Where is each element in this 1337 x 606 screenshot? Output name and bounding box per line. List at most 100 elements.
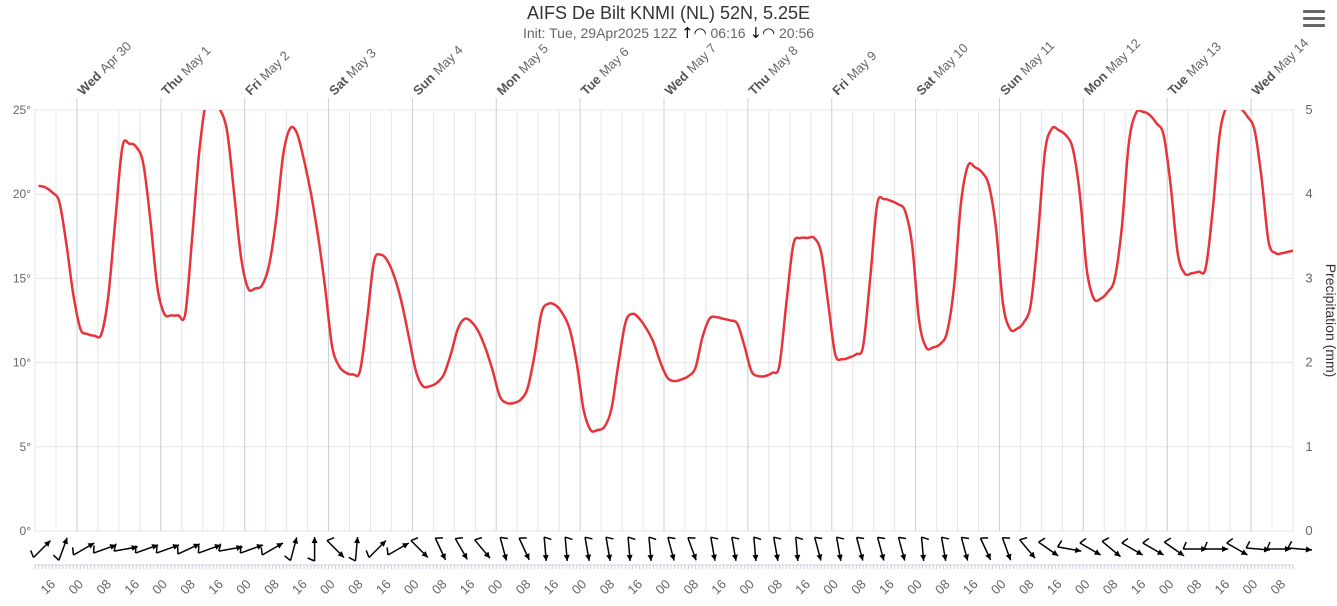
hour-tick-label: 00 [401, 576, 422, 597]
wind-barb [876, 536, 886, 561]
hour-tick-label: 08 [429, 576, 450, 597]
hour-tick-label: 00 [317, 576, 338, 597]
hour-axis: 16 00 08 16 00 08 16 00 08 16 00 08 16 00 08 16 00 08 16 00… [34, 564, 1294, 597]
hour-tick-label: 16 [624, 576, 645, 597]
day-date: May 6 [596, 44, 632, 80]
day-date: May 10 [930, 40, 971, 81]
hour-tick-label: 00 [569, 576, 590, 597]
wind-barb [667, 536, 676, 561]
day-of-week: Wed [1249, 68, 1279, 98]
hour-tick-label: 00 [736, 576, 757, 597]
wind-barb [365, 539, 387, 559]
wind-barb [239, 544, 264, 554]
day-date: May 2 [257, 48, 293, 84]
hour-tick-label: 16 [960, 576, 981, 597]
day-label: ThuMay 1 [158, 43, 213, 98]
day-of-week: Tue [578, 72, 604, 98]
hour-tick-label: 08 [1184, 576, 1205, 597]
hour-tick-label: 08 [1267, 576, 1288, 597]
day-of-week: Mon [1081, 69, 1111, 99]
wind-barb [1019, 536, 1036, 559]
day-of-week: Sun [997, 70, 1025, 98]
sunset-time: 20:56 [779, 25, 815, 41]
hour-tick-label: 00 [652, 576, 673, 597]
wind-barb [1266, 541, 1291, 552]
wind-barb [855, 536, 865, 561]
day-date: May 9 [844, 48, 880, 84]
wind-barb [1182, 541, 1208, 552]
day-of-week: Thu [745, 71, 772, 98]
precipitation-tick-label: 4 [1305, 186, 1312, 201]
day-label: SunMay 11 [997, 38, 1057, 98]
precipitation-tick-label: 1 [1305, 439, 1312, 454]
wind-barb [307, 537, 318, 562]
wind-barb [326, 536, 345, 559]
wind-barb [752, 536, 762, 562]
wind-barb [499, 536, 508, 561]
wind-barb [626, 536, 636, 562]
day-date: May 5 [516, 41, 552, 77]
precipitation-tick-label: 3 [1305, 270, 1312, 285]
hour-tick-label: 08 [1100, 576, 1121, 597]
wind-barb [71, 542, 95, 556]
day-date: May 7 [684, 40, 720, 76]
wind-barb [731, 536, 740, 561]
sunrise-icon: ↑◠ [680, 24, 707, 42]
hour-tick-label: 00 [820, 576, 841, 597]
hour-tick-label: 16 [876, 576, 897, 597]
hour-tick-label: 08 [177, 576, 198, 597]
day-date: May 1 [178, 43, 214, 79]
hour-tick-label: 16 [457, 576, 478, 597]
hour-tick-label: 16 [373, 576, 394, 597]
day-date: May 3 [343, 45, 379, 81]
day-label: MonMay 5 [494, 41, 551, 98]
wind-barb [979, 537, 992, 561]
sunset-icon: ↓◠ [749, 24, 776, 42]
wind-barb [52, 537, 68, 561]
hour-tick-label: 00 [1239, 576, 1260, 597]
wind-barb [1079, 537, 1102, 556]
day-label: MonMay 12 [1081, 36, 1143, 98]
day-label: SatMay 10 [913, 40, 971, 98]
hour-tick-label: 08 [93, 576, 114, 597]
wind-barb [813, 536, 823, 561]
chart-subtitle: Init: Tue, 29Apr2025 12Z ↑◠ 06:16 ↓◠ 20:… [0, 24, 1337, 42]
precipitation-tick-label: 5 [1305, 102, 1312, 117]
init-time: Init: Tue, 29Apr2025 12Z [522, 25, 678, 41]
wind-barb [410, 536, 429, 559]
wind-barb [1203, 541, 1229, 552]
hamburger-menu-icon[interactable] [1303, 10, 1325, 30]
day-of-week: Mon [494, 69, 524, 99]
hour-tick-label: 08 [1016, 576, 1037, 597]
temperature-tick-label: 15° [13, 271, 31, 285]
day-of-week: Fri [242, 76, 264, 98]
wind-barb [1056, 540, 1082, 553]
hour-tick-label: 16 [1128, 576, 1149, 597]
day-label: WedMay 14 [1249, 35, 1312, 98]
day-of-week: Tue [1165, 72, 1191, 98]
hour-tick-label: 08 [848, 576, 869, 597]
day-of-week: Fri [829, 76, 851, 98]
wind-barb [386, 542, 410, 556]
temperature-tick-label: 0° [20, 524, 32, 538]
day-label: SatMay 3 [326, 45, 379, 98]
wind-barb [794, 536, 804, 562]
wind-barb [897, 536, 907, 561]
day-of-week: Wed [74, 68, 104, 98]
hour-tick-label: 00 [988, 576, 1009, 597]
hour-tick-label: 08 [345, 576, 366, 597]
day-of-week: Thu [158, 71, 185, 98]
hour-tick-label: 00 [149, 576, 170, 597]
wind-barb [710, 536, 719, 561]
day-of-week: Sat [326, 73, 351, 98]
day-date: May 11 [1017, 38, 1057, 78]
wind-barb [647, 536, 657, 562]
wind-barb [1101, 537, 1121, 558]
wind-barb [29, 539, 52, 559]
wind-barb [772, 536, 782, 561]
hour-tick-label: 08 [932, 576, 953, 597]
day-label: FriMay 9 [829, 48, 879, 98]
chart-title: AIFS De Bilt KNMI (NL) 52N, 5.25E [526, 3, 811, 23]
precipitation-axis: 0 1 2 3 4 5 Precipitation (mm) [1305, 102, 1337, 538]
